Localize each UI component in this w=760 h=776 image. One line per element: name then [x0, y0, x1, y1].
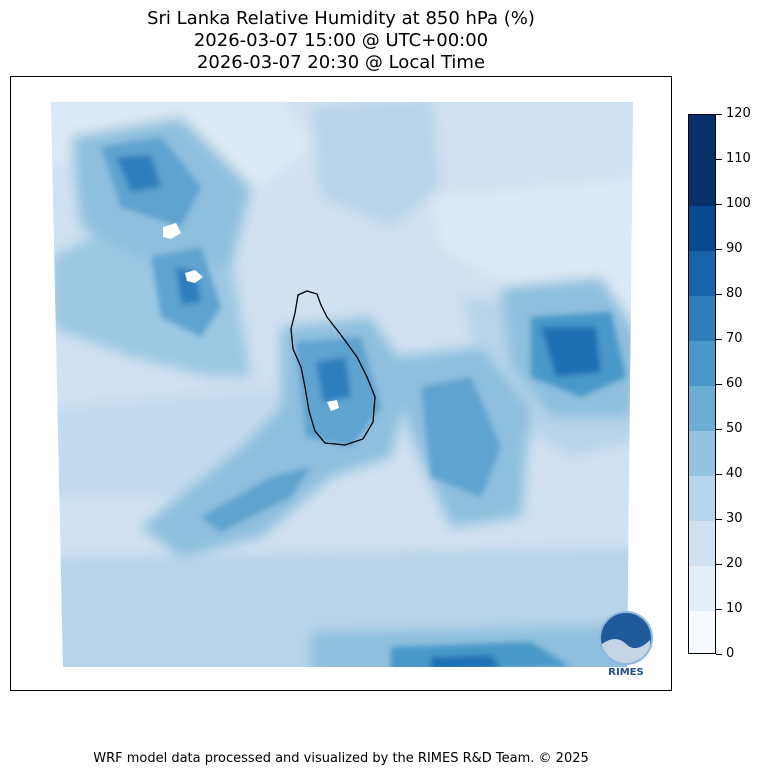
- colorbar-tick: [716, 563, 722, 565]
- footer-credit: WRF model data processed and visualized …: [93, 751, 589, 766]
- colorbar-tick-label: 50: [726, 421, 743, 436]
- colorbar-tick: [716, 518, 722, 520]
- colorbar-segment: [689, 115, 715, 161]
- colorbar-tick: [716, 608, 722, 610]
- colorbar-segment: [689, 205, 715, 251]
- logo-text: RIMES: [608, 667, 643, 678]
- colorbar-segment: [689, 475, 715, 521]
- map-title: Sri Lanka Relative Humidity at 850 hPa (…: [147, 8, 535, 29]
- colorbar-tick-label: 70: [726, 331, 743, 346]
- colorbar-tick-label: 90: [726, 241, 743, 256]
- colorbar-segment: [689, 520, 715, 566]
- colorbar-tick: [716, 338, 722, 340]
- colorbar-tick: [716, 158, 722, 160]
- colorbar: [688, 114, 716, 654]
- colorbar-tick-label: 40: [726, 466, 743, 481]
- colorbar-tick: [716, 248, 722, 250]
- colorbar-segment: [689, 340, 715, 386]
- colorbar-segment: [689, 295, 715, 341]
- colorbar-tick: [716, 653, 722, 655]
- colorbar-tick-label: 0: [726, 646, 735, 661]
- colorbar-segment: [689, 385, 715, 431]
- colorbar-tick-label: 120: [726, 106, 751, 121]
- humidity-map: [51, 102, 633, 667]
- colorbar-tick: [716, 113, 722, 115]
- colorbar-segment: [689, 250, 715, 296]
- colorbar-tick: [716, 203, 722, 205]
- colorbar-tick: [716, 473, 722, 475]
- colorbar-segment: [689, 610, 715, 653]
- map-panel: [10, 76, 672, 691]
- colorbar-segment: [689, 160, 715, 206]
- colorbar-tick: [716, 428, 722, 430]
- colorbar-tick: [716, 383, 722, 385]
- colorbar-segment: [689, 565, 715, 611]
- colorbar-tick-label: 20: [726, 556, 743, 571]
- local-time: 2026-03-07 20:30 @ Local Time: [196, 52, 486, 73]
- sri-lanka-coastline: [290, 290, 376, 446]
- rimes-logo-icon: RIMES: [599, 611, 653, 678]
- humidity-field: [51, 102, 633, 667]
- colorbar-tick-label: 60: [726, 376, 743, 391]
- colorbar-tick-label: 110: [726, 151, 751, 166]
- colorbar-tick-label: 10: [726, 601, 743, 616]
- colorbar-tick-label: 30: [726, 511, 743, 526]
- colorbar-tick: [716, 293, 722, 295]
- colorbar-tick-label: 80: [726, 286, 743, 301]
- colorbar-tick-label: 100: [726, 196, 751, 211]
- utc-time: 2026-03-07 15:00 @ UTC+00:00: [193, 30, 489, 51]
- colorbar-segment: [689, 430, 715, 476]
